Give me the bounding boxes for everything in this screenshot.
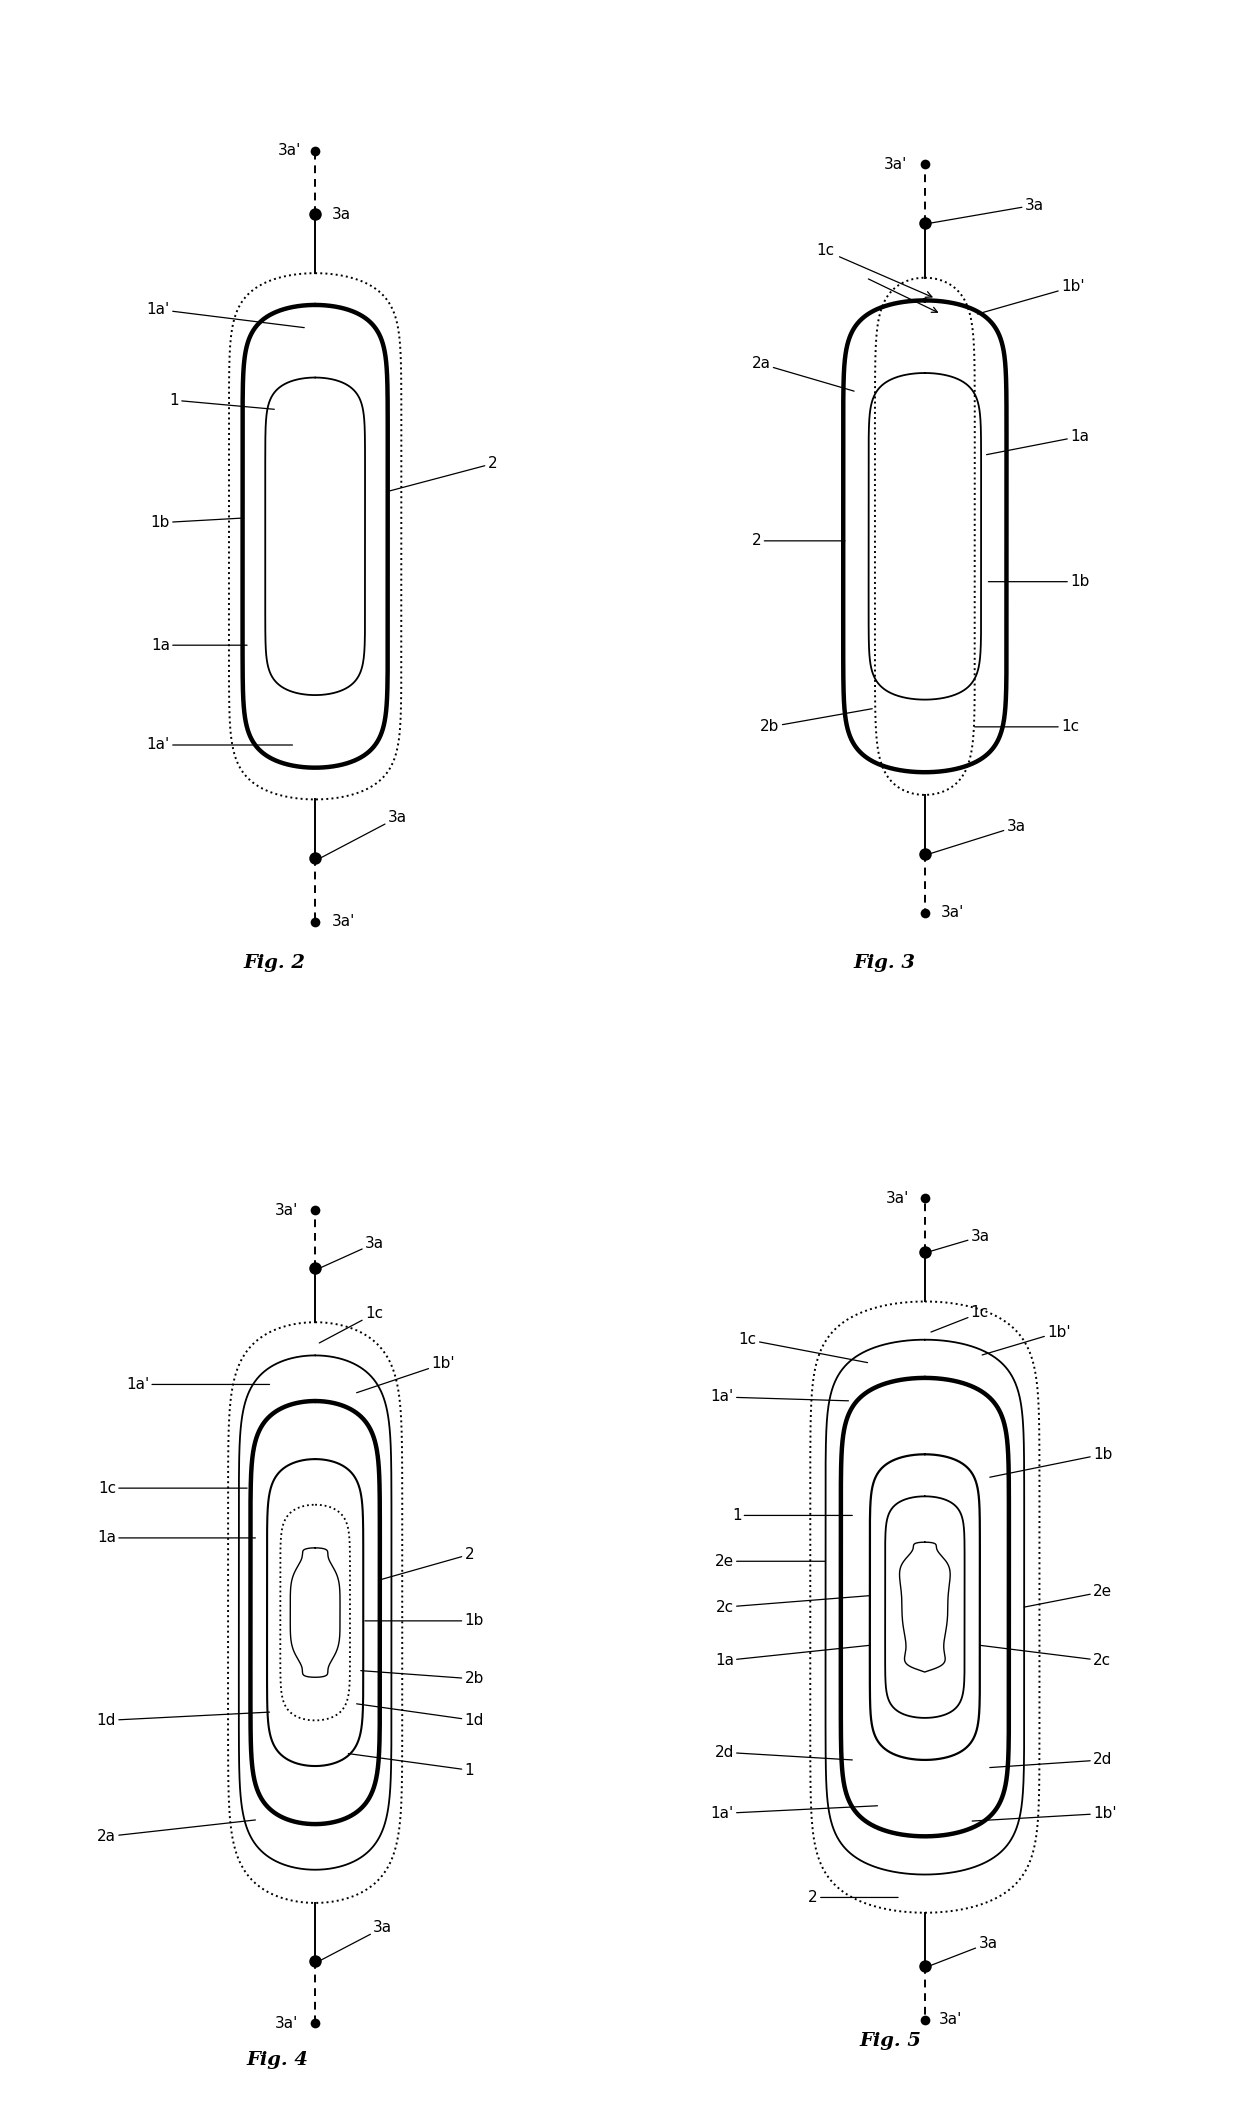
Text: 1a': 1a' [711, 1390, 848, 1405]
Text: 1a': 1a' [711, 1806, 878, 1821]
Text: 1b': 1b' [357, 1357, 455, 1393]
Text: 1c: 1c [975, 720, 1079, 734]
Text: 2: 2 [382, 1547, 474, 1580]
Text: 3a': 3a' [883, 156, 906, 171]
Text: 2: 2 [751, 534, 844, 549]
Text: 3a': 3a' [278, 143, 301, 158]
Text: 2d: 2d [990, 1753, 1112, 1768]
Text: 1a: 1a [151, 637, 247, 652]
Text: 2c: 2c [980, 1646, 1111, 1669]
Text: 1c: 1c [739, 1331, 868, 1363]
Text: 1: 1 [732, 1509, 852, 1523]
Text: 3a: 3a [930, 198, 1044, 224]
Text: 1d: 1d [357, 1703, 484, 1728]
Text: 1c: 1c [98, 1481, 247, 1496]
Text: 3a': 3a' [887, 1190, 910, 1205]
Text: 1b: 1b [988, 574, 1090, 589]
Text: 1b: 1b [150, 515, 241, 530]
Text: 1a': 1a' [146, 302, 304, 327]
Text: 3a': 3a' [331, 914, 355, 928]
Text: Fig. 2: Fig. 2 [243, 954, 305, 973]
Text: 3a: 3a [319, 1920, 392, 1960]
Text: 2: 2 [808, 1891, 898, 1905]
Text: 1b: 1b [365, 1614, 484, 1629]
Text: 3a: 3a [319, 1236, 384, 1268]
Text: 1c: 1c [931, 1306, 988, 1331]
Text: 3a': 3a' [939, 2013, 962, 2028]
Text: 1a': 1a' [126, 1378, 269, 1393]
Text: 2: 2 [389, 456, 497, 492]
Text: 1c: 1c [319, 1306, 383, 1342]
Text: 3a: 3a [929, 1935, 997, 1967]
Text: 2c: 2c [715, 1595, 869, 1614]
Text: 3a': 3a' [941, 905, 965, 920]
Text: 2d: 2d [714, 1745, 852, 1760]
Text: 1b': 1b' [977, 279, 1085, 314]
Text: 1: 1 [348, 1753, 474, 1779]
Text: 3a: 3a [929, 1228, 990, 1251]
Text: 3a': 3a' [275, 1203, 299, 1217]
Text: 3a': 3a' [275, 2015, 299, 2030]
Text: 1d: 1d [97, 1711, 269, 1728]
Text: Fig. 5: Fig. 5 [859, 2032, 921, 2051]
Text: 2e: 2e [714, 1553, 826, 1568]
Text: 2a: 2a [97, 1821, 255, 1844]
Text: Fig. 4: Fig. 4 [247, 2051, 309, 2068]
Text: 1a: 1a [97, 1530, 255, 1545]
Text: 1b': 1b' [982, 1325, 1070, 1355]
Text: 1a': 1a' [146, 738, 293, 753]
Text: 2b: 2b [361, 1671, 484, 1686]
Text: 1b': 1b' [972, 1806, 1116, 1821]
Text: 3a: 3a [930, 819, 1025, 855]
Text: 2a: 2a [751, 357, 854, 390]
Text: 1: 1 [170, 392, 274, 409]
Text: 1a: 1a [987, 428, 1089, 454]
Text: Fig. 3: Fig. 3 [853, 954, 915, 973]
Text: 1b: 1b [990, 1447, 1112, 1477]
Text: 1a: 1a [714, 1646, 869, 1669]
Text: 3a: 3a [320, 810, 407, 859]
Text: 2b: 2b [760, 709, 872, 734]
Text: 1c: 1c [816, 243, 932, 298]
Text: 2e: 2e [1024, 1585, 1112, 1608]
Text: 3a: 3a [331, 207, 351, 222]
